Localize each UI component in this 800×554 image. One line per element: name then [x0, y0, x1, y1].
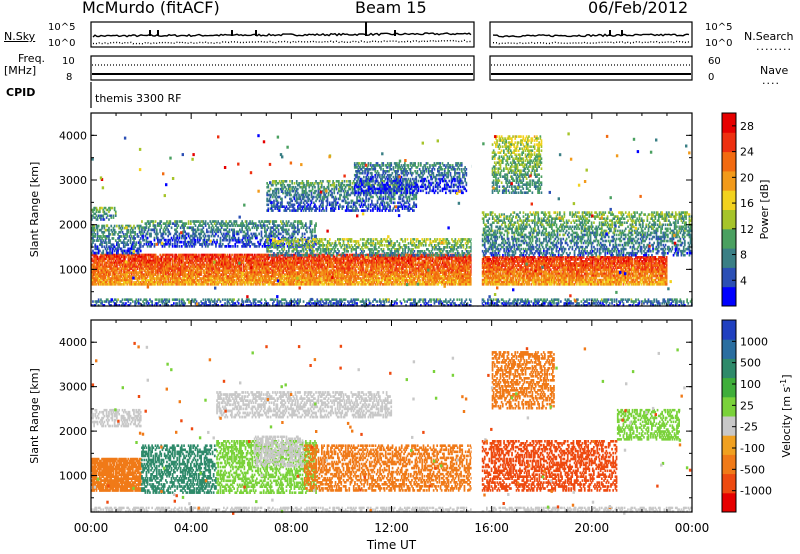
data-cell: [101, 245, 103, 248]
data-cell: [109, 233, 111, 236]
data-cell: [114, 225, 116, 228]
data-cell: [127, 239, 129, 242]
data-cell: [207, 283, 209, 286]
data-cell: [135, 243, 137, 246]
data-cell: [98, 225, 100, 228]
data-cell: [93, 239, 95, 242]
data-cell: [112, 252, 114, 255]
data-cell: [99, 250, 101, 253]
data-cell: [143, 239, 145, 242]
data-cell: [113, 237, 115, 240]
data-cell: [134, 233, 136, 236]
data-cell: [94, 235, 96, 238]
data-cell: [102, 252, 104, 255]
data-cell: [134, 237, 136, 240]
noise-search-trace-a: [93, 40, 471, 44]
data-cell: [260, 283, 262, 286]
data-cell: [140, 245, 142, 248]
data-cell: [116, 225, 118, 228]
data-cell: [147, 237, 149, 240]
data-cell: [121, 235, 123, 238]
data-cell: [150, 235, 152, 238]
data-cell: [115, 215, 117, 218]
power-data-layer: [91, 132, 693, 307]
data-cell: [117, 252, 119, 255]
data-cell: [143, 243, 145, 246]
data-cell: [108, 218, 110, 221]
data-cell: [141, 220, 143, 223]
freq-strip-b: [490, 56, 692, 80]
data-cell: [107, 215, 109, 218]
data-cell: [110, 225, 112, 228]
data-cell: [110, 216, 112, 219]
plot-canvas: 1000200030004000Slant Range [km]48121620…: [0, 0, 800, 554]
data-cell: [140, 237, 142, 240]
data-cell: [99, 211, 101, 214]
data-cell: [104, 218, 106, 221]
data-cell: [138, 235, 140, 238]
freq-strip-a: [91, 56, 474, 80]
data-cell: [368, 266, 370, 269]
data-cell: [97, 218, 99, 221]
noise-sky-trace-b: [493, 34, 689, 37]
data-cell: [138, 252, 140, 255]
data-cell: [148, 229, 150, 232]
data-cell: [126, 235, 128, 238]
data-cell: [112, 207, 114, 210]
data-cell: [149, 224, 151, 227]
data-cell: [115, 231, 117, 234]
data-cell: [109, 273, 111, 276]
range-time-plot: McMurdo (fitACF) Beam 15 06/Feb/2012 N.S…: [0, 0, 800, 554]
data-cell: [127, 231, 129, 234]
data-cell: [237, 283, 239, 286]
data-cell: [200, 273, 202, 276]
data-cell: [100, 218, 102, 221]
data-cell: [134, 227, 136, 230]
data-cell: [113, 216, 115, 219]
data-cell: [122, 227, 124, 230]
data-cell: [147, 233, 149, 236]
data-cell: [231, 254, 233, 257]
data-cell: [146, 226, 148, 229]
noise-search-trace-b: [493, 41, 689, 43]
data-cell: [140, 250, 142, 253]
data-cell: [127, 243, 129, 246]
